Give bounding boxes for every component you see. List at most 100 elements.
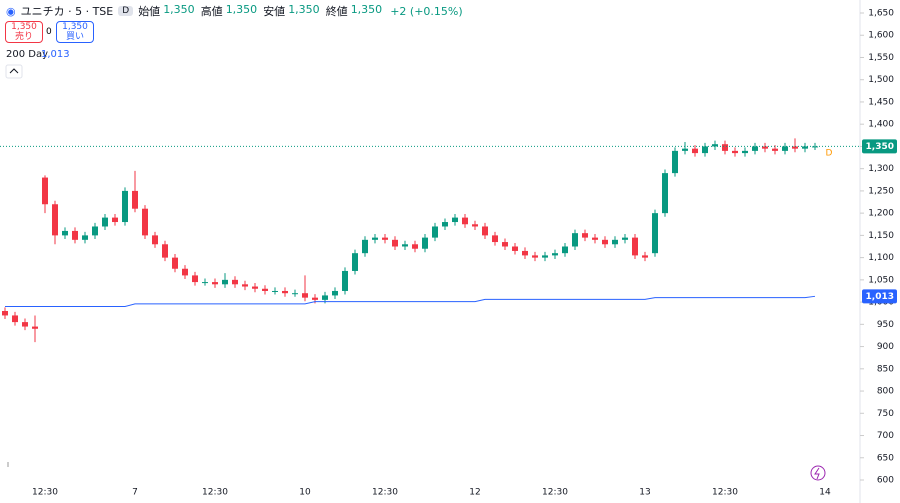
ohlc-label: 始値 (138, 5, 161, 18)
x-tick-label: 12:30 (712, 488, 738, 498)
candle-body (572, 233, 578, 247)
candle-body (772, 148, 778, 151)
candle-body (392, 239, 398, 247)
ohlc: 始値 1,350 高値 1,350 安値 1,350 終値 1,350 (138, 3, 385, 19)
y-tick-label: 1,500 (868, 75, 894, 85)
y-tick-label: 1,300 (868, 164, 894, 174)
candle-body (282, 290, 288, 294)
collapse-button[interactable] (5, 64, 23, 79)
candle-body (622, 237, 628, 240)
candle-body (22, 322, 28, 327)
candle-body (722, 144, 728, 151)
candle-body (662, 173, 668, 214)
ohlc-label: 高値 (200, 5, 223, 18)
y-tick-label: 1,050 (868, 275, 894, 285)
candle-body (322, 295, 328, 300)
x-tick-label: 12:30 (542, 488, 568, 498)
candle-body (362, 239, 368, 254)
candle-body (652, 213, 658, 254)
candle-body (372, 237, 378, 240)
ohlc-label: 終値 (325, 5, 348, 18)
x-tick-label: 12:30 (372, 488, 398, 498)
candle-body (132, 190, 138, 209)
candle-body (402, 244, 408, 247)
candle-body (552, 253, 558, 256)
y-tick-label: 600 (877, 476, 894, 486)
candle-body (312, 297, 318, 300)
candle-body (162, 244, 168, 258)
candle-body (562, 246, 568, 254)
candle-body (42, 177, 48, 205)
spread: 0 (46, 27, 52, 37)
candle-body (742, 150, 748, 154)
candle-body (202, 282, 208, 284)
candle-body (452, 217, 458, 223)
candle-body (242, 284, 248, 287)
candle-body (522, 250, 528, 256)
candle-body (672, 150, 678, 174)
candle-body (542, 255, 548, 258)
x-tick-label: 12:30 (32, 488, 58, 498)
candle-body (512, 246, 518, 251)
candle-body (92, 226, 98, 236)
ohlc-value: 1,350 (163, 3, 195, 16)
ohlc-value: 1,350 (350, 3, 383, 16)
y-tick-label: 1,150 (868, 231, 894, 241)
symbol[interactable]: ユニチカ · 5 · TSE (20, 5, 114, 18)
y-tick-label: 750 (877, 409, 894, 419)
candle-body (382, 237, 388, 240)
buy-button[interactable]: 1,350 買い (56, 21, 94, 43)
y-tick-label: 1,550 (868, 53, 894, 63)
sell-button[interactable]: 1,350 売り (5, 21, 43, 43)
candle-body (782, 146, 788, 151)
y-tick-label: 1,100 (868, 253, 894, 263)
y-tick-label: 1,200 (868, 209, 894, 219)
ohlc-value: 1,350 (225, 3, 258, 16)
indicator-value: 1,013 (41, 49, 70, 60)
ma-line (5, 295, 816, 308)
lightning-bolt (814, 467, 820, 480)
candle-body (582, 233, 588, 238)
candle-body (332, 290, 338, 296)
buy-price: 1,350 (62, 22, 88, 32)
candle-body (82, 235, 88, 240)
d-marker: D (826, 149, 833, 159)
candle-body (632, 237, 638, 256)
candle-body (62, 230, 68, 236)
y-tick-label: 1,650 (868, 9, 894, 19)
candle-body (712, 144, 718, 147)
last-price-tag (862, 139, 897, 154)
candle-body (462, 217, 468, 225)
candle-body (792, 146, 798, 149)
collapse-icon (9, 68, 19, 74)
candle-body (692, 148, 698, 154)
candle-body (532, 255, 538, 258)
interval[interactable]: D (118, 6, 134, 16)
x-tick-label: 12:30 (202, 488, 228, 498)
y-tick-label: 850 (877, 364, 894, 374)
candle-body (432, 226, 438, 238)
candle-body (192, 275, 198, 283)
candle-body (802, 146, 808, 149)
candle-body (482, 226, 488, 236)
y-tick-label: 650 (877, 453, 894, 463)
candle-body (182, 268, 188, 276)
candle-body (32, 326, 38, 329)
logo: ◉ (6, 4, 16, 18)
candle-body (142, 208, 148, 236)
header: ◉ ユニチカ · 5 · TSE D 始値 1,350 高値 1,350 安値 1,350… (6, 3, 463, 19)
candle-body (122, 190, 128, 223)
candle-body (172, 257, 178, 269)
candle-body (252, 286, 258, 289)
candle-body (472, 224, 478, 227)
lightning-icon[interactable] (810, 465, 826, 481)
indicator-name: 200 Day (6, 49, 48, 60)
candle-body (272, 290, 278, 292)
y-tick-label: 1,450 (868, 97, 894, 107)
candle-body (612, 239, 618, 245)
ma-price-tag (862, 289, 897, 304)
candle-body (422, 237, 428, 249)
candle-body (602, 239, 608, 245)
y-tick-label: 700 (877, 431, 894, 441)
